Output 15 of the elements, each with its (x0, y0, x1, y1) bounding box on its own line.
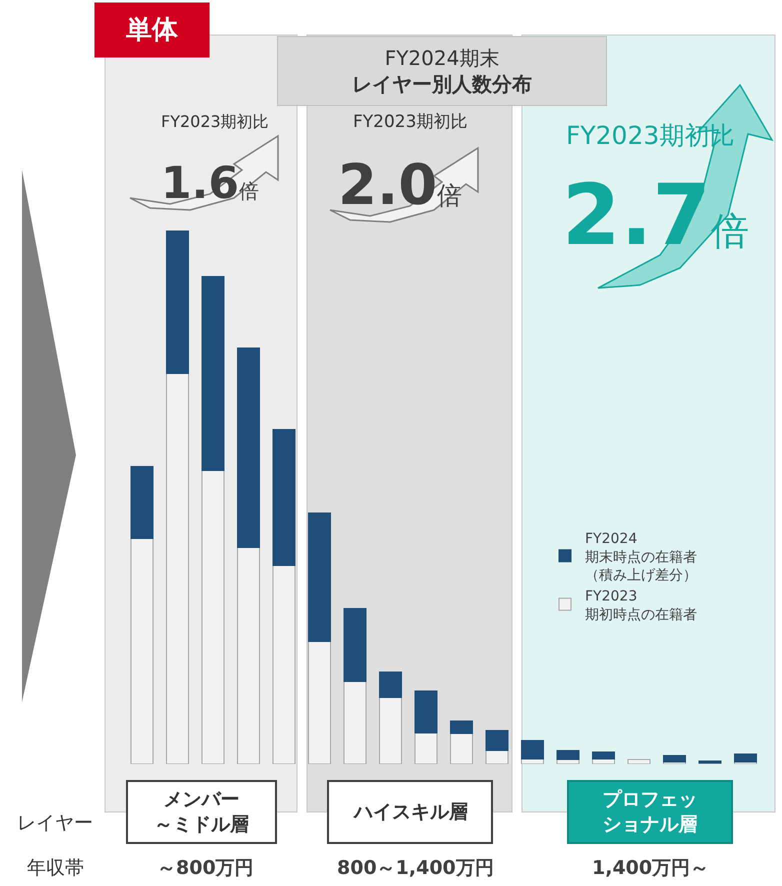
text: レイヤー (17, 812, 93, 834)
text: FY2023期初比 (353, 112, 468, 132)
text: FY2023期初比 (161, 112, 269, 131)
text: ～800万円 (157, 857, 254, 879)
text: 800～1,400万円 (337, 857, 494, 879)
text: 単体 (125, 15, 179, 45)
chart-subtitle: FY2024期末 (384, 46, 500, 70)
chart-title: レイヤー別人数分布 (352, 72, 532, 96)
text: プロフェッショナル層 (602, 788, 698, 836)
text: 年収帯 (27, 857, 84, 879)
legend-label: FY2024 期末時点の在籍者（積み上げ差分） (585, 531, 697, 584)
legend-label: FY2023 期初時点の在籍者 (585, 588, 697, 623)
text: 1,400万円～ (592, 857, 710, 879)
text: ハイスキル層 (352, 801, 468, 823)
text: メンバー～ミドル層 (154, 788, 249, 836)
